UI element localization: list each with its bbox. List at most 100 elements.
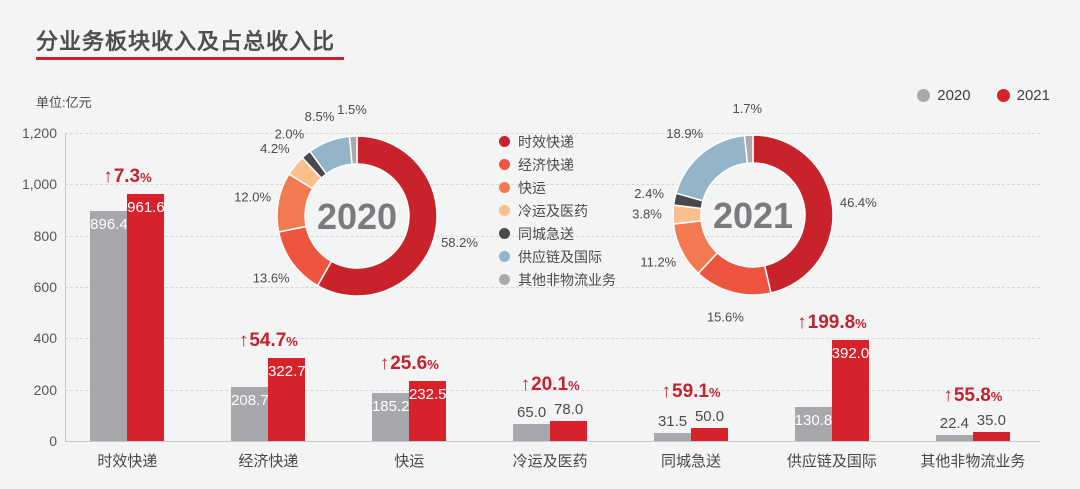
year-legend-label-2021: 2021 — [1016, 87, 1050, 104]
gridline-1,000 — [65, 184, 1040, 186]
donut-slice-2020-时效快递 — [316, 135, 438, 297]
segment-legend-label-快运: 快运 — [518, 179, 546, 196]
donut-slice-2020-其他非物流业务 — [348, 135, 358, 166]
segment-legend-item-快运: 快运 — [499, 179, 616, 196]
bar-2021-快运 — [409, 381, 447, 441]
bar-2020-供应链及国际 — [794, 407, 832, 441]
bar-value-2020-供应链及国际: 130.8 — [794, 412, 833, 430]
donut-chart-2020: 58.2% 13.6% 12.0% 4.2%2.0%8.5% 1.5% 2020 — [234, 102, 478, 297]
segment-legend-item-其他非物流业务: 其他非物流业务 — [499, 272, 616, 288]
donut-label-2020-时效快递: 58.2% — [441, 235, 478, 250]
segment-legend-label-时效快递: 时效快递 — [518, 133, 574, 150]
growth-label-快运: ↑25.6% — [334, 353, 484, 375]
y-axis-tick-200: 200 — [33, 381, 57, 398]
donut-label-2021-时效快递: 46.4% — [840, 195, 877, 210]
bar-value-2021-冷运及医药: 78.0 — [554, 400, 584, 418]
donut-label-2021-其他非物流业务: 1.7% — [732, 101, 762, 116]
percent-sign: % — [990, 389, 1003, 405]
percent-sign: % — [709, 385, 721, 401]
bar-value-2020-冷运及医药: 65.0 — [517, 404, 547, 422]
bar-value-2020-时效快递: 896.4 — [90, 215, 128, 233]
segment-legend-item-供应链及国际: 供应链及国际 — [499, 248, 616, 265]
segment-legend-dot-icon-冷运及医药 — [499, 205, 510, 216]
growth-label-时效快递: ↑7.3% — [52, 166, 202, 188]
percent-sign: % — [286, 334, 298, 350]
bar-value-2020-经济快递: 208.7 — [231, 392, 269, 410]
title-underline — [36, 57, 344, 60]
percent-sign: % — [140, 170, 152, 186]
growth-label-其他非物流业务: ↑55.8% — [898, 385, 1048, 407]
segment-legend-label-经济快递: 经济快递 — [518, 156, 574, 173]
growth-value: 55.8 — [953, 385, 991, 407]
donut-label-2020-经济快递: 13.6% — [253, 270, 290, 285]
donut-center-label-2021: 2021 — [713, 195, 793, 236]
year-legend-item-2020: 2020 — [917, 87, 971, 104]
gridline-200 — [65, 389, 1040, 391]
donut-slice-2021-其他非物流业务 — [743, 134, 754, 165]
bar-value-2021-经济快递: 322.7 — [268, 363, 306, 381]
donut-label-2020-冷运及医药: 4.2% — [260, 141, 290, 156]
growth-label-经济快递: ↑54.7% — [193, 330, 343, 352]
up-arrow-icon: ↑ — [797, 312, 807, 334]
growth-value: 20.1 — [531, 373, 569, 395]
category-label-时效快递: 时效快递 — [97, 453, 158, 470]
growth-label-同城急送: ↑59.1% — [616, 381, 766, 403]
up-arrow-icon: ↑ — [661, 381, 672, 403]
bar-2020-快运 — [372, 393, 410, 441]
segment-legend-label-同城急送: 同城急送 — [518, 225, 574, 242]
bar-2021-供应链及国际 — [831, 340, 869, 441]
category-label-同城急送: 同城急送 — [661, 453, 722, 470]
y-axis-tick-1,000: 1,000 — [21, 176, 57, 193]
growth-value: 54.7 — [249, 330, 287, 352]
gridline-600 — [65, 287, 1040, 288]
y-axis-tick-0: 0 — [49, 433, 57, 449]
year-legend: 2020 2021 — [917, 87, 1050, 104]
bar-2020-其他非物流业务 — [935, 435, 973, 441]
category-label-快运: 快运 — [394, 453, 425, 470]
segment-legend-item-同城急送: 同城急送 — [499, 225, 616, 242]
gridline-800 — [65, 235, 1040, 237]
donut-label-2021-同城急送: 2.4% — [634, 186, 664, 201]
segment-legend: 时效快递经济快递快运冷运及医药同城急送供应链及国际 其他非物流业务 — [499, 133, 616, 288]
bar-2021-时效快递 — [127, 194, 165, 441]
segment-legend-dot-icon-经济快递 — [499, 159, 510, 170]
up-arrow-icon: ↑ — [943, 385, 953, 407]
category-label-冷运及医药: 冷运及医药 — [512, 453, 588, 470]
bar-2020-同城急送 — [654, 432, 692, 441]
y-axis-line — [65, 133, 66, 441]
bar-value-2021-供应链及国际: 392.0 — [831, 345, 870, 363]
gridline-1,200 — [65, 133, 1040, 134]
bar-value-2021-快运: 232.5 — [408, 386, 447, 404]
legend-dot-2021-icon — [996, 89, 1010, 102]
bar-value-2020-快运: 185.2 — [371, 398, 410, 416]
bar-2020-冷运及医药 — [513, 424, 551, 441]
segment-legend-item-经济快递: 经济快递 — [499, 156, 616, 173]
growth-label-供应链及国际: ↑199.8% — [757, 312, 907, 334]
up-arrow-icon: ↑ — [520, 373, 531, 395]
segment-legend-item-冷运及医药: 冷运及医药 — [499, 202, 616, 219]
segment-legend-label-供应链及国际: 供应链及国际 — [518, 248, 602, 265]
donut-label-2021-快运: 11.2% — [640, 255, 676, 270]
segment-legend-dot-icon-同城急送 — [499, 228, 510, 239]
gridline-0 — [65, 441, 1040, 442]
unit-label: 单位:亿元 — [36, 95, 92, 110]
donut-slice-2021-时效快递 — [752, 134, 834, 294]
donut-center-label-2020: 2020 — [317, 196, 397, 237]
growth-value: 7.3 — [113, 166, 141, 188]
bar-value-2021-其他非物流业务: 35.0 — [976, 412, 1006, 430]
segment-legend-dot-icon-快运 — [499, 182, 510, 193]
donut-chart-2021: 46.4% 15.6% 11.2% 3.8% 2.4% 18.9% 1.7% 2021 — [632, 101, 877, 324]
growth-value: 25.6 — [390, 353, 428, 375]
bar-2021-同城急送 — [691, 428, 729, 441]
donut-label-2020-同城急送: 2.0% — [275, 126, 305, 141]
growth-value: 199.8 — [807, 312, 856, 334]
segment-legend-dot-icon-时效快递 — [499, 136, 510, 147]
bar-2021-其他非物流业务 — [972, 432, 1010, 441]
percent-sign: % — [427, 357, 439, 373]
up-arrow-icon: ↑ — [238, 330, 249, 352]
y-axis-tick-800: 800 — [33, 227, 57, 244]
bar-value-2020-其他非物流业务: 22.4 — [939, 415, 969, 433]
year-legend-item-2021: 2021 — [996, 87, 1050, 104]
bar-value-2021-同城急送: 50.0 — [694, 408, 725, 426]
segment-legend-label-冷运及医药: 冷运及医药 — [518, 202, 588, 219]
